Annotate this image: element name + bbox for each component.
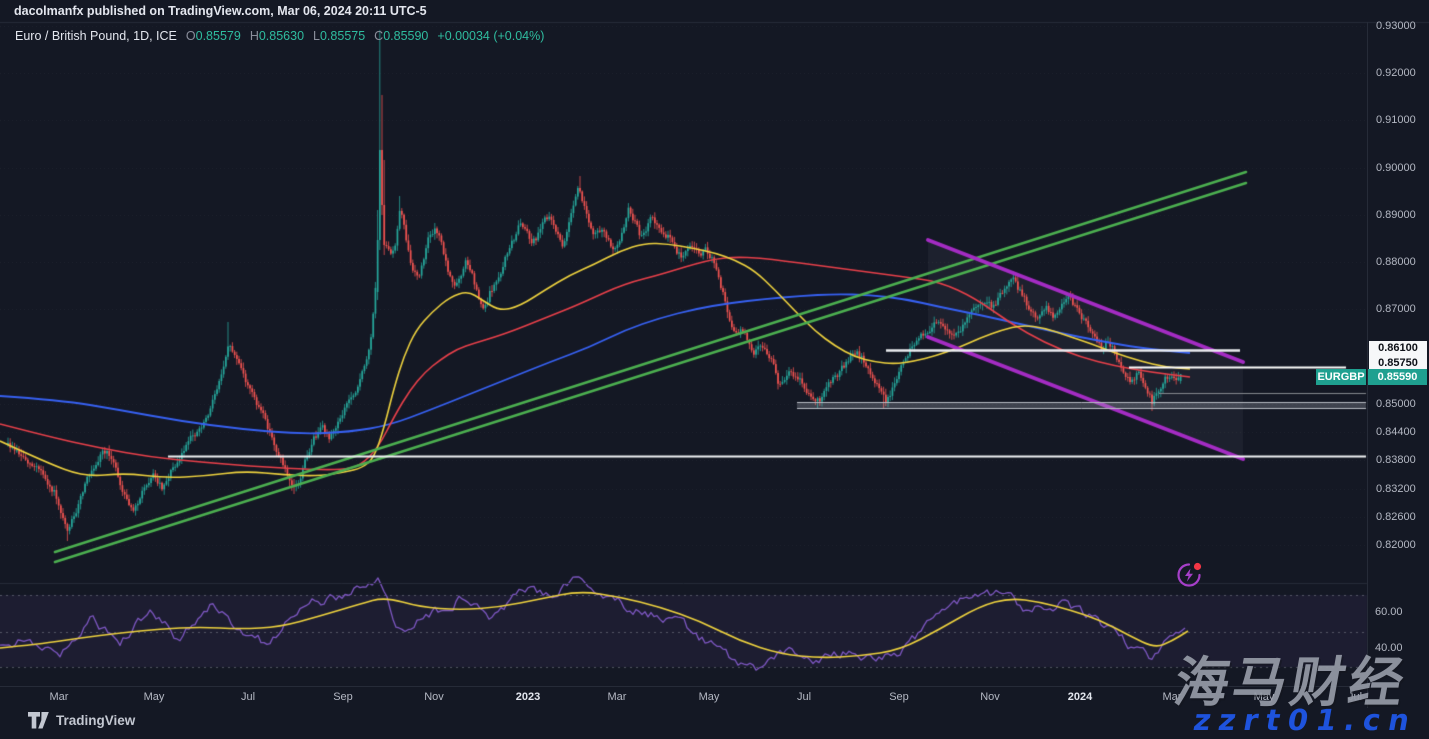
time-tick-label: Jul <box>1347 691 1363 703</box>
tradingview-logo[interactable]: TradingView <box>28 712 135 729</box>
ohlc-close: C0.85590 <box>374 29 429 43</box>
tradingview-logo-icon <box>28 712 49 729</box>
price-tick-label: 0.91000 <box>1376 114 1416 127</box>
publish-bar: dacolmanfx published on TradingView.com,… <box>14 4 427 18</box>
flash-alert-icon[interactable] <box>1175 561 1203 589</box>
price-tick-label: 0.92000 <box>1376 67 1416 80</box>
price-tick-label: 0.83200 <box>1376 482 1416 495</box>
time-tick-label: Jul <box>240 691 256 703</box>
time-tick-label: Jul <box>796 691 812 703</box>
time-tick-label: Nov <box>980 691 1000 703</box>
time-tick-label: May <box>143 691 165 703</box>
last-price-badge: 0.85590 <box>1368 369 1427 385</box>
rsi-tick-label: 40.00 <box>1375 642 1403 654</box>
price-tick-label: 0.82600 <box>1376 510 1416 523</box>
tradingview-logo-text: TradingView <box>56 713 136 728</box>
price-change: +0.00034 (+0.04%) <box>437 29 545 43</box>
time-tick-label: May <box>698 691 720 703</box>
resistance-level-badge-2: 0.85750 <box>1369 356 1427 371</box>
time-tick-label: May <box>1253 691 1275 703</box>
time-tick-label: Nov <box>424 691 444 703</box>
time-tick-label: Mar <box>49 691 69 703</box>
time-tick-label: Sep <box>889 691 909 703</box>
price-tick-label: 0.82000 <box>1376 539 1416 552</box>
time-tick-label: Mar <box>607 691 627 703</box>
ohlc-open: O0.85579 <box>185 29 241 43</box>
time-tick-label: Mar <box>1162 691 1182 703</box>
time-tick-label: 2023 <box>515 691 541 703</box>
price-tick-label: 0.85000 <box>1376 397 1416 410</box>
ohlc-high: H0.85630 <box>249 29 305 43</box>
price-tick-label: 0.89000 <box>1376 208 1416 221</box>
price-tick-label: 0.88000 <box>1376 256 1416 268</box>
time-axis[interactable]: Mar May Jul Sep Nov 2023 Mar May Jul Sep Nov 2024 Ma… <box>0 686 1367 709</box>
time-tick-label: 2024 <box>1067 691 1093 703</box>
price-axis[interactable]: 0.93000 0.92000 0.91000 0.90000 0.89000 0.880… <box>1367 20 1429 708</box>
rsi-tick-label: 60.00 <box>1375 606 1403 618</box>
symbol-name-badge: EURGBP <box>1316 369 1366 385</box>
ohlc-low: L0.85575 <box>313 29 366 43</box>
time-tick-label: Sep <box>333 691 353 703</box>
symbol-legend: Euro / British Pound, 1D, ICE O0.85579 H… <box>15 29 544 43</box>
price-tick-label: 0.87000 <box>1376 303 1416 316</box>
price-tick-label: 0.83800 <box>1376 454 1416 467</box>
watermark-url: zzrt01.cn <box>1191 703 1421 737</box>
price-tick-label: 0.90000 <box>1376 161 1416 174</box>
price-tick-label: 0.84400 <box>1376 425 1416 438</box>
price-tick-label: 0.93000 <box>1376 20 1416 32</box>
symbol-title: Euro / British Pound, 1D, ICE <box>15 29 177 43</box>
resistance-level-badge-1: 0.86100 <box>1369 341 1427 356</box>
